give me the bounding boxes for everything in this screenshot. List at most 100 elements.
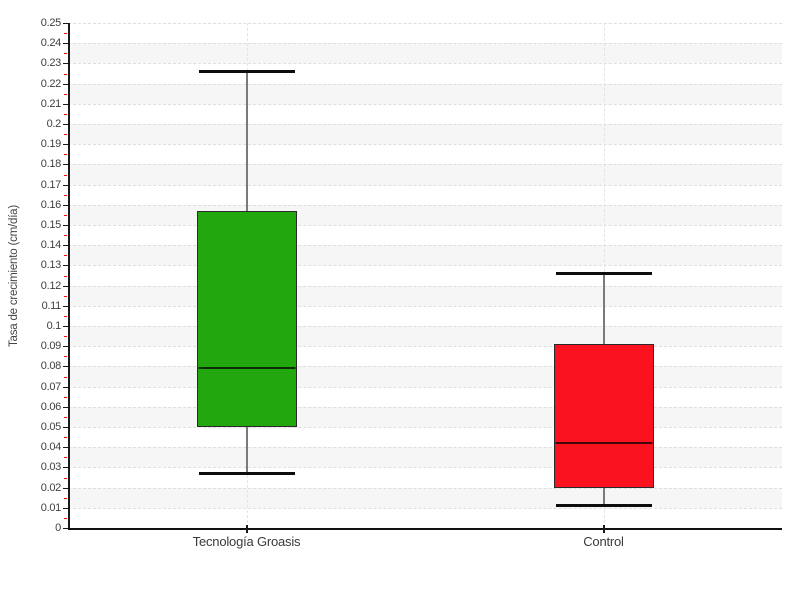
y-tick-label: 0.02 — [40, 481, 62, 494]
y-tick-label: 0.06 — [40, 400, 62, 413]
y-minor-tick — [64, 416, 67, 418]
grid-band — [68, 204, 782, 225]
h-gridline — [68, 467, 782, 469]
h-gridline — [68, 366, 782, 368]
h-gridline — [68, 225, 782, 226]
median-control — [555, 442, 652, 445]
y-tick-label: 0.05 — [40, 421, 62, 433]
y-tick-label: 0.14 — [40, 239, 62, 252]
y-tick-label: 0.01 — [40, 501, 62, 514]
y-tick — [63, 406, 70, 408]
whisker-cap-top-control — [555, 271, 652, 275]
y-tick — [63, 427, 70, 428]
y-minor-tick — [64, 113, 67, 115]
box-control — [553, 344, 654, 488]
grid-band — [68, 406, 782, 427]
y-axis-title: Tasa de crecimiento (cm/día) — [8, 204, 20, 347]
h-gridline — [68, 305, 782, 307]
y-minor-tick — [64, 53, 67, 55]
y-tick — [63, 507, 70, 509]
h-gridline — [68, 83, 782, 85]
y-axis-line — [68, 23, 70, 528]
whisker-cap-bottom-tecnologia-groasis — [198, 471, 295, 475]
y-tick — [63, 204, 70, 206]
y-tick — [63, 346, 70, 348]
y-tick-label: 0.09 — [40, 340, 62, 353]
y-tick — [63, 124, 70, 125]
y-tick-label: 0.17 — [40, 178, 62, 191]
y-tick — [63, 184, 70, 186]
h-gridline — [68, 184, 782, 186]
y-tick — [63, 487, 70, 489]
h-gridline — [68, 406, 782, 408]
y-tick — [63, 43, 70, 45]
y-tick-label: 0.13 — [40, 259, 62, 272]
median-tecnologia-groasis — [198, 367, 295, 370]
y-tick — [63, 467, 70, 469]
plot-area — [68, 23, 782, 528]
y-tick — [63, 103, 70, 105]
h-gridline — [68, 265, 782, 267]
y-minor-tick — [64, 154, 67, 156]
x-axis-line — [68, 528, 782, 530]
h-gridline — [68, 346, 782, 348]
h-gridline — [68, 245, 782, 247]
y-tick-label: 0.18 — [40, 158, 62, 171]
y-minor-tick — [64, 477, 67, 479]
y-tick-label: 0 — [55, 522, 61, 534]
y-minor-tick — [64, 255, 67, 257]
h-gridline — [68, 427, 782, 428]
grid-band — [68, 83, 782, 104]
h-gridline — [68, 103, 782, 105]
x-category-label-control: Control — [583, 534, 624, 549]
y-minor-tick — [64, 376, 67, 378]
y-tick-label: 0.12 — [40, 279, 62, 292]
y-minor-tick — [64, 93, 67, 95]
y-minor-tick — [64, 73, 67, 75]
y-minor-tick — [64, 275, 67, 277]
grid-band — [68, 124, 782, 145]
h-gridline — [68, 386, 782, 388]
y-minor-tick — [64, 235, 67, 237]
whisker-cap-top-tecnologia-groasis — [198, 69, 295, 73]
y-tick — [63, 225, 70, 226]
grid-band — [68, 447, 782, 468]
h-gridline — [68, 285, 782, 287]
y-minor-tick — [64, 497, 67, 499]
y-tick — [63, 366, 70, 368]
y-tick-label: 0.1 — [46, 320, 62, 332]
y-tick — [63, 326, 70, 327]
y-minor-tick — [64, 295, 67, 297]
h-gridline — [68, 204, 782, 206]
h-gridline — [68, 63, 782, 65]
y-tick-label: 0.03 — [40, 461, 62, 474]
y-minor-tick — [64, 457, 67, 459]
h-gridline — [68, 23, 782, 24]
y-tick — [63, 164, 70, 166]
h-gridline — [68, 447, 782, 449]
h-gridline — [68, 124, 782, 125]
grid-band — [68, 285, 782, 306]
y-tick-label: 0.15 — [40, 219, 62, 231]
y-tick-label: 0.04 — [40, 441, 62, 454]
grid-band — [68, 326, 782, 347]
h-gridline — [68, 326, 782, 327]
y-minor-tick — [64, 336, 67, 338]
y-tick-label: 0.23 — [40, 57, 62, 70]
y-tick — [63, 386, 70, 388]
y-tick-label: 0.11 — [41, 299, 62, 312]
y-minor-tick — [64, 33, 67, 35]
y-tick — [63, 265, 70, 267]
y-tick-label: 0.07 — [40, 380, 62, 393]
h-gridline — [68, 487, 782, 489]
y-minor-tick — [64, 517, 67, 519]
y-tick — [63, 144, 70, 146]
y-minor-tick — [64, 174, 67, 176]
grid-band — [68, 164, 782, 185]
y-tick-label: 0.19 — [40, 138, 62, 151]
y-minor-tick — [64, 437, 67, 439]
y-tick — [63, 447, 70, 449]
y-minor-tick — [64, 315, 67, 317]
y-tick-label: 0.21 — [40, 97, 62, 110]
